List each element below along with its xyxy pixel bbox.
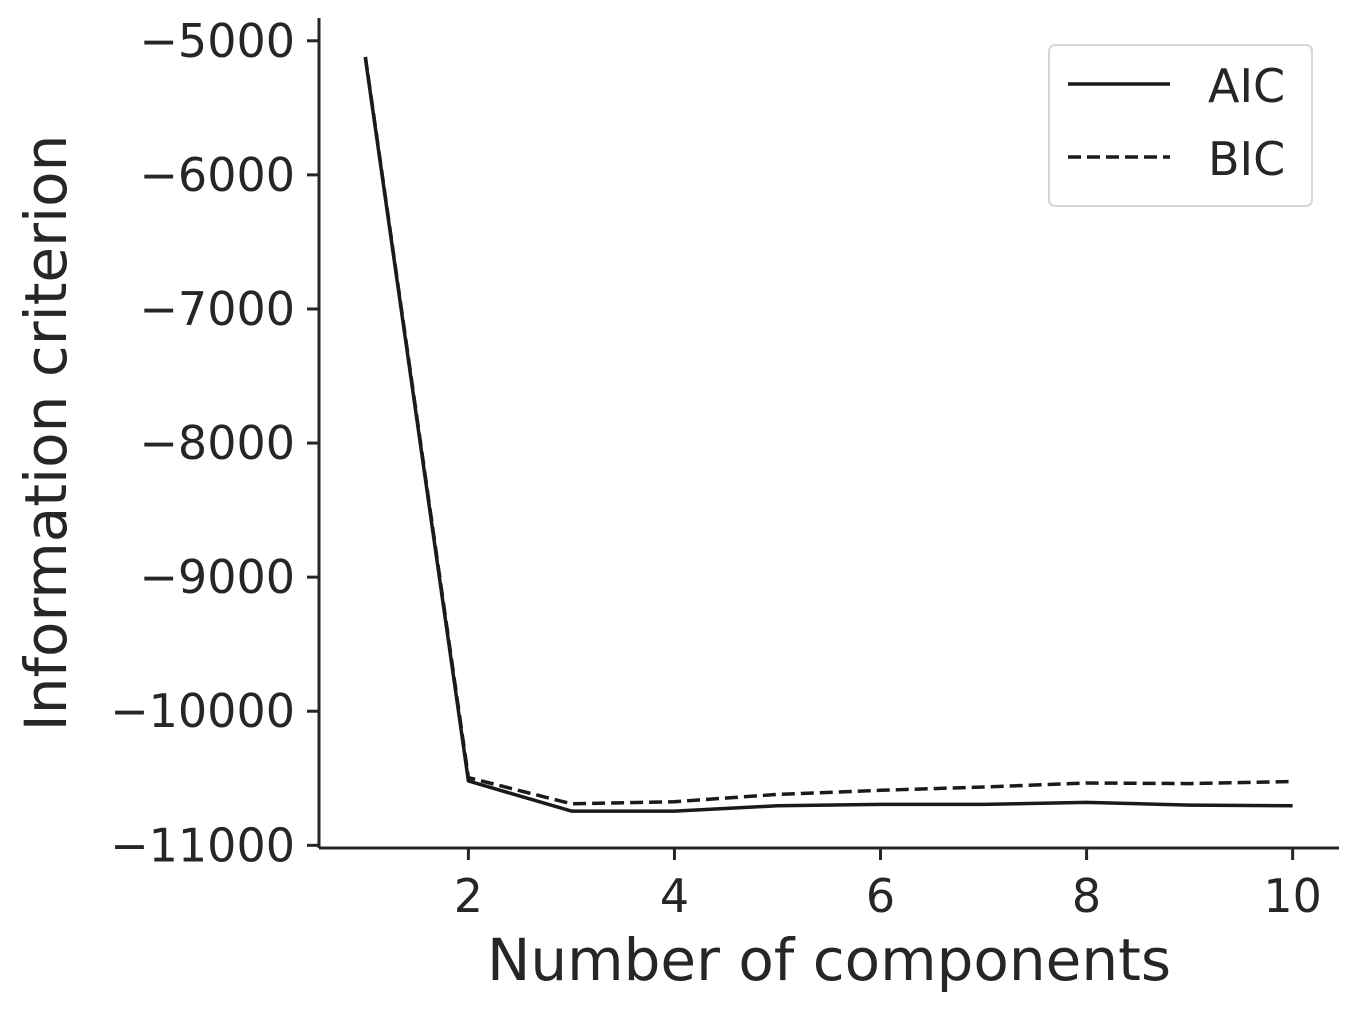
y-axis-title: Information criterion	[12, 135, 80, 732]
legend-aic-label: AIC	[1208, 59, 1285, 113]
x-axis-title: Number of components	[487, 926, 1171, 994]
x-tick-label: 10	[1263, 869, 1322, 923]
y-tick-label: −6000	[139, 148, 295, 202]
x-tick-label: 8	[1072, 869, 1101, 923]
y-tick-label: −7000	[139, 282, 295, 336]
y-tick-label: −10000	[110, 684, 295, 738]
y-tick-label: −5000	[139, 14, 295, 68]
y-tick-label: −11000	[110, 818, 295, 872]
y-tick-label: −8000	[139, 416, 295, 470]
legend-bic-label: BIC	[1208, 132, 1285, 186]
legend: AIC BIC	[1048, 44, 1313, 207]
y-tick-label: −9000	[139, 550, 295, 604]
x-ticks: 2 4 6 8 10	[454, 848, 1322, 923]
x-tick-label: 6	[866, 869, 895, 923]
x-tick-label: 4	[660, 869, 689, 923]
axes	[317, 18, 1339, 850]
y-ticks: −5000 −6000 −7000 −8000 −9000 −10000 −11000	[110, 14, 319, 872]
series-line-aic	[363, 57, 1293, 813]
plot-lines	[363, 56, 1293, 813]
series-line-bic	[363, 56, 1293, 806]
x-tick-label: 2	[454, 869, 483, 923]
